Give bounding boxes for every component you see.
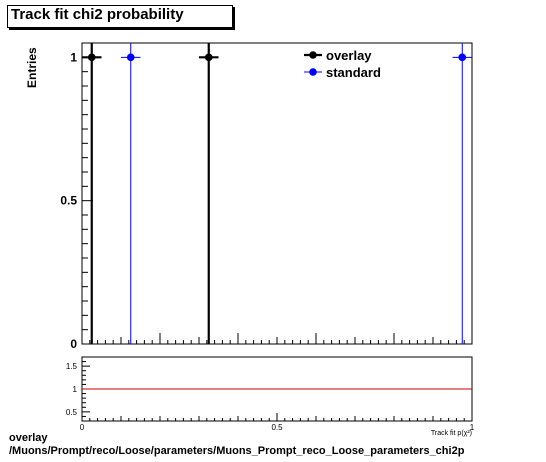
main-plot-frame — [81, 42, 473, 345]
x-tick-label: 1 — [470, 423, 475, 432]
y-tick-label: 1 — [70, 50, 77, 64]
legend-label-overlay: overlay — [326, 48, 372, 63]
x-tick-label: 0 — [80, 423, 85, 432]
legend-marker-standard — [309, 68, 317, 76]
chart-title: Track fit chi2 probability — [11, 6, 184, 23]
legend-label-standard: standard — [326, 65, 381, 80]
overlay-point — [87, 53, 96, 62]
ratio-y-tick-label: 0.5 — [66, 408, 78, 417]
x-axis-label: Track fit p(χ²) — [431, 430, 472, 437]
overlay-point — [204, 53, 213, 62]
y-axis-label: Entries — [25, 47, 39, 88]
y-tick-label: 0 — [70, 337, 77, 351]
title-box — [7, 5, 233, 28]
standard-point — [458, 53, 467, 62]
standard-point — [126, 53, 135, 62]
ratio-y-tick-label: 1 — [73, 385, 78, 394]
ratio-y-tick-label: 1.5 — [66, 362, 78, 371]
footer-line-2: /Muons/Prompt/reco/Loose/parameters/Muon… — [9, 445, 465, 457]
x-tick-label: 0.5 — [271, 423, 283, 432]
footer-line-1: overlay — [9, 432, 48, 444]
legend-marker-overlay — [309, 51, 317, 59]
y-tick-label: 0.5 — [60, 194, 77, 208]
